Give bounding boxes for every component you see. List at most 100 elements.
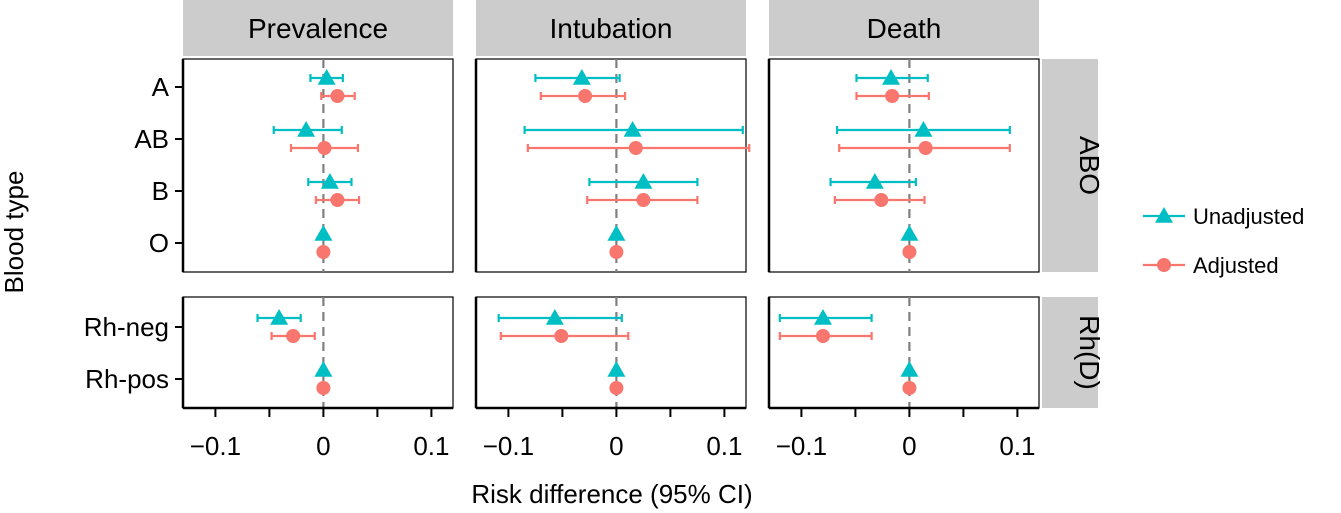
row-strip-bg xyxy=(1042,297,1098,408)
legend-label: Unadjusted xyxy=(1193,204,1304,229)
triangle-marker xyxy=(607,361,626,377)
facet-strip-label: Intubation xyxy=(550,13,673,44)
x-tick-label: 0.1 xyxy=(413,431,449,461)
data-point-b-adjusted xyxy=(314,193,361,207)
row-strip-label: ABO xyxy=(1074,136,1105,195)
data-point-b-unadjusted xyxy=(307,173,353,189)
triangle-marker xyxy=(634,173,653,189)
legend-item-unadjusted: Unadjusted xyxy=(1143,204,1304,229)
data-point-ab-unadjusted xyxy=(272,121,343,137)
row-strip-bg xyxy=(1042,59,1098,272)
triangle-marker xyxy=(314,225,333,241)
x-tick-label: −0.1 xyxy=(776,431,827,461)
y-tick-label: B xyxy=(152,176,169,206)
circle-marker xyxy=(609,245,624,259)
data-point-o-unadjusted xyxy=(900,225,919,241)
data-point-a-unadjusted xyxy=(855,69,929,85)
data-point-a-adjusted xyxy=(855,89,930,103)
data-point-rh-pos-adjusted xyxy=(902,381,917,395)
y-tick-label: O xyxy=(149,228,169,258)
panel-intubation-rhd xyxy=(474,296,747,409)
facet-strip-label: Prevalence xyxy=(248,13,388,44)
x-tick-label: 0.1 xyxy=(999,431,1035,461)
circle-marker xyxy=(609,381,624,395)
circle-marker xyxy=(874,193,889,207)
triangle-marker xyxy=(270,309,289,325)
triangle-marker xyxy=(607,225,626,241)
data-point-rh-neg-unadjusted xyxy=(497,309,623,325)
triangle-marker xyxy=(814,309,832,325)
legend: Unadjusted Adjusted xyxy=(1143,204,1304,278)
triangle-marker xyxy=(623,121,642,137)
data-point-rh-pos-adjusted xyxy=(316,381,331,395)
panel-death-abo xyxy=(767,58,1040,273)
facet-intubation: Intubation −0.1 0 0.1 xyxy=(474,0,751,461)
circle-marker xyxy=(317,141,332,155)
triangle-marker xyxy=(314,361,333,377)
circle-marker xyxy=(286,329,301,343)
x-tick-label: −0.1 xyxy=(483,431,534,461)
data-point-ab-adjusted xyxy=(526,141,751,155)
facet-death: Death −0.1 0 0.1 xyxy=(767,0,1040,461)
triangle-marker xyxy=(865,173,884,189)
legend-triangle-icon xyxy=(1155,207,1173,223)
data-point-b-unadjusted xyxy=(588,173,699,189)
data-point-b-unadjusted xyxy=(829,173,917,189)
row-strip-rhd: Rh(D) xyxy=(1042,297,1105,408)
circle-marker xyxy=(330,193,345,207)
data-point-o-unadjusted xyxy=(607,225,626,241)
data-point-ab-adjusted xyxy=(289,141,360,155)
circle-marker xyxy=(902,381,917,395)
y-tick-label: AB xyxy=(134,124,169,154)
facet-prevalence: Prevalence A AB BO Rh-neg Rh-pos −0.1 0 0.1 xyxy=(84,0,454,461)
circle-marker xyxy=(628,141,643,155)
data-point-o-unadjusted xyxy=(314,225,333,241)
data-point-a-adjusted xyxy=(539,89,627,103)
data-point-rh-neg-adjusted xyxy=(778,329,873,343)
x-axis-title: Risk difference (95% CI) xyxy=(471,479,752,509)
circle-marker xyxy=(578,89,593,103)
data-point-b-adjusted xyxy=(833,193,926,207)
y-tick-label: A xyxy=(152,72,170,102)
legend-circle-icon xyxy=(1157,258,1171,272)
circle-marker xyxy=(885,89,900,103)
x-tick-label: 0 xyxy=(902,431,916,461)
triangle-marker xyxy=(297,121,316,137)
data-point-a-unadjusted xyxy=(534,69,621,85)
y-tick-label: Rh-neg xyxy=(84,312,169,342)
facets: Prevalence A AB BO Rh-neg Rh-pos −0.1 0 0.1 Intub… xyxy=(84,0,1105,461)
data-point-o-adjusted xyxy=(316,245,331,259)
triangle-marker xyxy=(320,173,339,189)
panel-prevalence-rhd: Rh-neg Rh-pos xyxy=(84,296,454,409)
panel-death-rhd xyxy=(767,296,1040,409)
row-strip-abo: ABO xyxy=(1042,59,1105,272)
circle-marker xyxy=(316,245,331,259)
triangle-marker xyxy=(572,69,591,85)
data-point-rh-pos-unadjusted xyxy=(314,361,333,377)
data-point-o-adjusted xyxy=(609,245,624,259)
facet-strip xyxy=(769,0,1039,56)
data-point-o-adjusted xyxy=(902,245,917,259)
triangle-marker xyxy=(545,309,564,325)
triangle-marker xyxy=(882,69,901,85)
data-point-ab-unadjusted xyxy=(835,121,1011,137)
y-tick-label: Rh-pos xyxy=(85,364,169,394)
panel-intubation-abo xyxy=(474,58,751,273)
circle-marker xyxy=(554,329,569,343)
y-axis-title: Blood type xyxy=(0,171,29,294)
data-point-ab-unadjusted xyxy=(523,121,744,137)
triangle-marker xyxy=(317,69,336,85)
panel-prevalence-abo: A AB BO xyxy=(134,58,454,273)
data-point-a-adjusted xyxy=(320,89,356,103)
x-tick-label: 0 xyxy=(316,431,330,461)
data-point-rh-neg-adjusted xyxy=(270,329,316,343)
facet-strip-label: Death xyxy=(867,13,942,44)
legend-label: Adjusted xyxy=(1193,253,1279,278)
circle-marker xyxy=(330,89,345,103)
x-tick-label: 0 xyxy=(609,431,623,461)
legend-item-adjusted: Adjusted xyxy=(1143,253,1279,278)
data-point-rh-pos-adjusted xyxy=(609,381,624,395)
facet-strip xyxy=(183,0,453,56)
row-strip-label: Rh(D) xyxy=(1074,315,1105,390)
data-point-rh-pos-unadjusted xyxy=(607,361,626,377)
